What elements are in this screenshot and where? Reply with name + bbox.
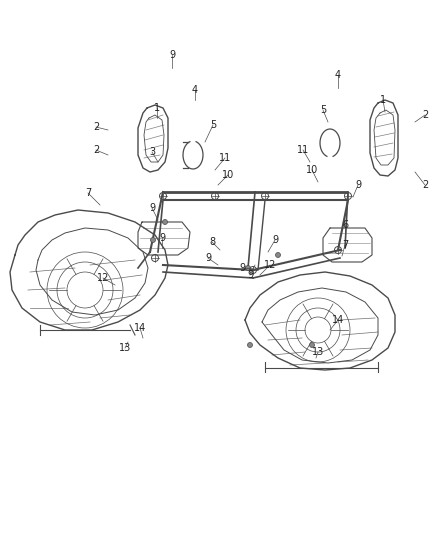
Circle shape <box>151 238 155 243</box>
Text: 13: 13 <box>119 343 131 353</box>
Text: 2: 2 <box>422 110 428 120</box>
Text: 14: 14 <box>332 315 344 325</box>
Text: 9: 9 <box>205 253 211 263</box>
Text: 9: 9 <box>149 203 155 213</box>
Circle shape <box>246 265 251 271</box>
Text: 9: 9 <box>272 235 278 245</box>
Circle shape <box>247 343 252 348</box>
Text: 12: 12 <box>97 273 109 283</box>
Text: 4: 4 <box>335 70 341 80</box>
Text: 5: 5 <box>210 120 216 130</box>
Text: 8: 8 <box>209 237 215 247</box>
Text: 10: 10 <box>222 170 234 180</box>
Text: 9: 9 <box>169 50 175 60</box>
Text: 4: 4 <box>192 85 198 95</box>
Circle shape <box>162 220 167 224</box>
Text: 11: 11 <box>219 153 231 163</box>
Text: 9: 9 <box>355 180 361 190</box>
Circle shape <box>310 343 314 348</box>
Text: 12: 12 <box>264 260 276 270</box>
Circle shape <box>276 253 280 257</box>
Text: 1: 1 <box>380 95 386 105</box>
Text: 2: 2 <box>422 180 428 190</box>
Text: 6: 6 <box>342 220 348 230</box>
Text: 9: 9 <box>247 270 253 280</box>
Text: 9: 9 <box>159 233 165 243</box>
Text: 2: 2 <box>93 122 99 132</box>
Text: 7: 7 <box>342 240 348 250</box>
Text: 7: 7 <box>85 188 91 198</box>
Text: 1: 1 <box>154 103 160 113</box>
Text: 11: 11 <box>297 145 309 155</box>
Text: 9: 9 <box>239 263 245 273</box>
Text: 2: 2 <box>93 145 99 155</box>
Text: 13: 13 <box>312 347 324 357</box>
Text: 14: 14 <box>134 323 146 333</box>
Text: 10: 10 <box>306 165 318 175</box>
Text: 5: 5 <box>320 105 326 115</box>
Text: 3: 3 <box>149 147 155 157</box>
